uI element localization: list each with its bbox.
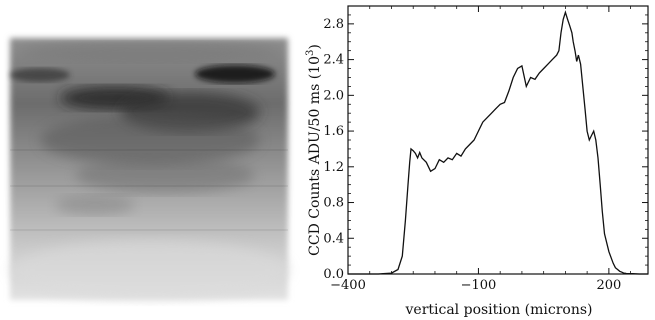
- tick-marks: [347, 6, 648, 275]
- y-axis-title-exponent: 3: [305, 50, 316, 56]
- x-tick-label: 200: [596, 278, 621, 293]
- line-chart: 0.0 0.4 0.8 1.2 1.6 2.0 2.4 2.8 −400 −100 200 ver…: [305, 5, 649, 318]
- y-axis-title: CCD Counts ADU/50 ms (103): [305, 44, 323, 256]
- x-tick-labels: −400 −100 200: [330, 278, 621, 293]
- ccd-image: [0, 0, 300, 320]
- y-tick-label: 2.0: [323, 88, 344, 103]
- y-tick-label: 0.4: [323, 231, 344, 246]
- series-line: [348, 10, 648, 275]
- y-tick-label: 0.0: [323, 267, 344, 282]
- x-tick-label: −100: [461, 278, 497, 293]
- y-tick-labels: 0.0 0.4 0.8 1.2 1.6 2.0 2.4 2.8: [323, 17, 344, 282]
- y-axis-title-prefix: CCD Counts ADU/50 ms (10: [307, 56, 323, 256]
- x-axis-title: vertical position (microns): [405, 302, 593, 318]
- y-tick-label: 2.8: [323, 17, 344, 32]
- y-tick-label: 0.8: [323, 196, 344, 211]
- y-axis-title-suffix: ): [307, 44, 323, 49]
- y-tick-label: 2.4: [323, 53, 344, 68]
- plot-frame: [347, 5, 649, 275]
- x-tick-label: −400: [330, 278, 366, 293]
- plot-frame-group: [347, 5, 649, 275]
- y-tick-label: 1.2: [323, 160, 344, 175]
- y-tick-label: 1.6: [323, 124, 344, 139]
